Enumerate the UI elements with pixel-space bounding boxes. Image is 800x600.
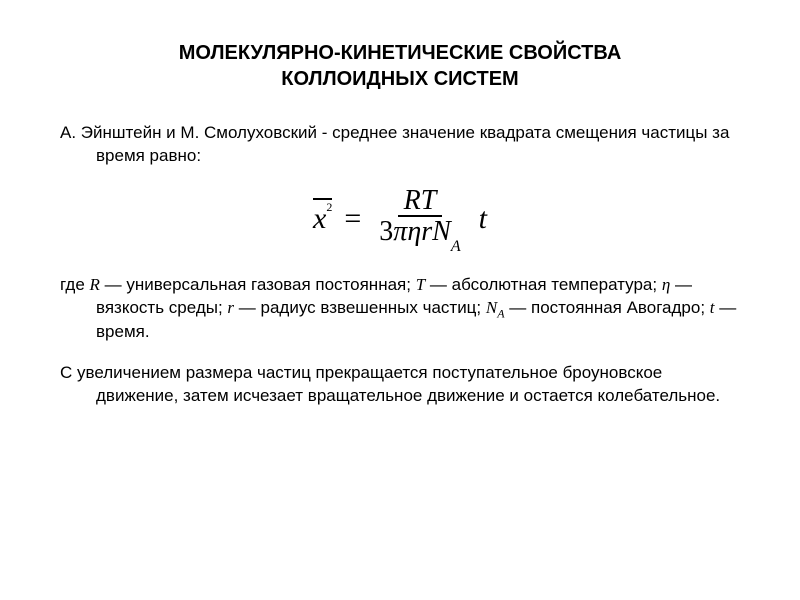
leg-N: N xyxy=(486,298,497,317)
x-squared-mean: x2 xyxy=(313,202,332,236)
equals-sign: = xyxy=(344,202,361,236)
leg-p3: — абсолютная температура; xyxy=(425,275,662,294)
denominator: 3πηrNA xyxy=(373,217,466,251)
title-line-1: МОЛЕКУЛЯРНО-КИНЕТИЧЕСКИЕ СВОЙСТВА xyxy=(179,42,622,64)
var-x: x xyxy=(313,202,326,235)
title-line-2: КОЛЛОИДНЫХ СИСТЕМ xyxy=(281,68,518,90)
leg-p6: — постоянная Авогадро; xyxy=(505,298,710,317)
exp-2: 2 xyxy=(326,200,332,214)
leg-R: R xyxy=(90,275,100,294)
intro-paragraph: А. Эйнштейн и М. Смолуховский - среднее … xyxy=(60,122,740,168)
legend-paragraph: где R — универсальная газовая постоянная… xyxy=(60,274,740,344)
conclusion-paragraph: С увеличением размера частиц прекращаетс… xyxy=(60,362,740,408)
den-eta: η xyxy=(407,216,421,247)
leg-T: T xyxy=(416,275,425,294)
numerator: RT xyxy=(398,186,443,217)
den-3: 3 xyxy=(379,216,393,247)
leg-eta: η xyxy=(662,275,670,294)
fraction: RT 3πηrNA xyxy=(373,186,466,252)
page-title: МОЛЕКУЛЯРНО-КИНЕТИЧЕСКИЕ СВОЙСТВА КОЛЛОИ… xyxy=(60,40,740,92)
den-r: r xyxy=(421,216,432,247)
formula-block: x2 = RT 3πηrNA t xyxy=(60,186,740,252)
den-N: N xyxy=(432,216,451,247)
einstein-smoluchowski-formula: x2 = RT 3πηrNA t xyxy=(313,186,487,252)
leg-p5: — радиус взвешенных частиц; xyxy=(234,298,486,317)
den-pi: π xyxy=(393,216,407,247)
den-A: A xyxy=(451,238,461,255)
leg-p2: — универсальная газовая постоянная; xyxy=(100,275,416,294)
tail-t: t xyxy=(479,202,487,236)
leg-A: A xyxy=(497,306,504,320)
leg-p1: где xyxy=(60,275,90,294)
